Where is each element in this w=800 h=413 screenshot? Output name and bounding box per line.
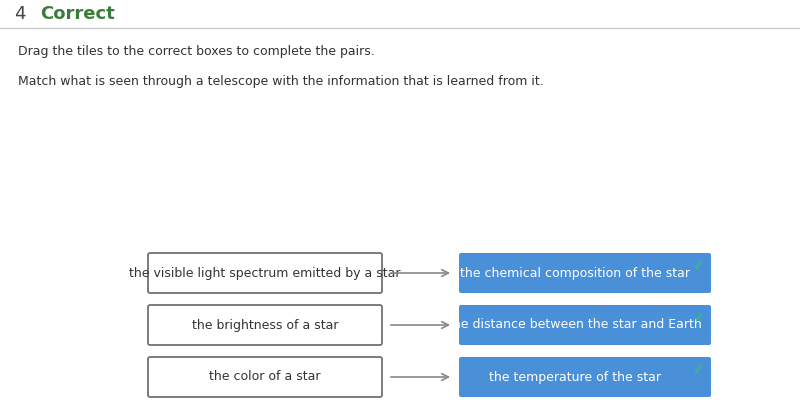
Text: the temperature of the star: the temperature of the star xyxy=(489,370,661,384)
Text: Drag the tiles to the correct boxes to complete the pairs.: Drag the tiles to the correct boxes to c… xyxy=(18,45,374,59)
FancyBboxPatch shape xyxy=(459,305,711,345)
FancyBboxPatch shape xyxy=(148,253,382,293)
Text: the visible light spectrum emitted by a star: the visible light spectrum emitted by a … xyxy=(130,266,401,280)
Text: the color of a star: the color of a star xyxy=(210,370,321,384)
Text: ✓: ✓ xyxy=(694,259,705,273)
Text: ✓: ✓ xyxy=(694,311,705,325)
Text: 4: 4 xyxy=(14,5,26,23)
Text: the brightness of a star: the brightness of a star xyxy=(192,318,338,332)
FancyBboxPatch shape xyxy=(148,305,382,345)
Text: Correct: Correct xyxy=(40,5,114,23)
Text: ✓: ✓ xyxy=(694,363,705,377)
FancyBboxPatch shape xyxy=(459,357,711,397)
Text: the chemical composition of the star: the chemical composition of the star xyxy=(460,266,690,280)
FancyBboxPatch shape xyxy=(148,357,382,397)
Text: the distance between the star and Earth: the distance between the star and Earth xyxy=(448,318,702,332)
FancyBboxPatch shape xyxy=(459,253,711,293)
Text: Match what is seen through a telescope with the information that is learned from: Match what is seen through a telescope w… xyxy=(18,76,544,88)
